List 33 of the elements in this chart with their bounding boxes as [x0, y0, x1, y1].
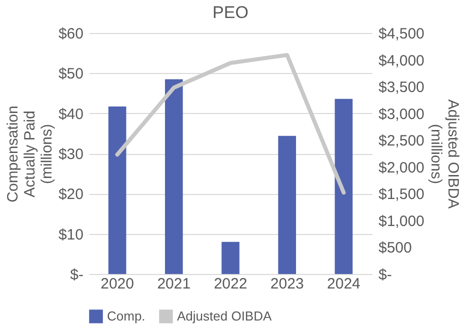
- y-tick-label: $-: [70, 266, 84, 284]
- x-tick-label: 2024: [327, 276, 360, 292]
- bar: [222, 242, 240, 274]
- x-tick-label: 2023: [270, 276, 304, 292]
- y2-tick-label: $-: [378, 266, 392, 284]
- y-tick-label: $30: [58, 146, 84, 163]
- legend-label: Adjusted OIBDA: [177, 308, 272, 324]
- y2-tick-label: $1,000: [378, 212, 424, 230]
- y2-tick-label: $3,500: [378, 79, 424, 96]
- y-tick-label: $10: [58, 226, 84, 244]
- bar: [334, 98, 353, 274]
- y2-tick-label: $500: [378, 240, 412, 257]
- x-tick-label: 2021: [157, 276, 191, 292]
- y2-tick-label: $2,000: [378, 159, 424, 176]
- y-axis-title: Compensation Actually Paid (millions): [4, 106, 56, 202]
- bar: [164, 79, 183, 274]
- bar: [278, 136, 296, 274]
- y-tick-label: $60: [58, 26, 84, 42]
- x-tick-label: 2022: [214, 276, 248, 292]
- legend-label: Comp.: [107, 308, 146, 324]
- y2-tick-label: $1,500: [378, 186, 424, 204]
- bar: [108, 106, 126, 274]
- chart-title: PEO: [212, 3, 248, 22]
- y2-tick-label: $4,000: [378, 52, 424, 70]
- y-tick-label: $40: [58, 106, 84, 123]
- y2-tick-label: $3,000: [378, 106, 424, 123]
- y-tick-label: $50: [58, 66, 84, 83]
- x-tick-label: 2020: [100, 276, 134, 292]
- y2-tick-label: $4,500: [378, 26, 424, 42]
- y2-tick-label: $2,500: [378, 132, 424, 150]
- y2-axis-title: Adjusted OIBDA (millions): [427, 99, 462, 209]
- line-series: [115, 52, 346, 195]
- y-tick-label: $20: [58, 186, 84, 204]
